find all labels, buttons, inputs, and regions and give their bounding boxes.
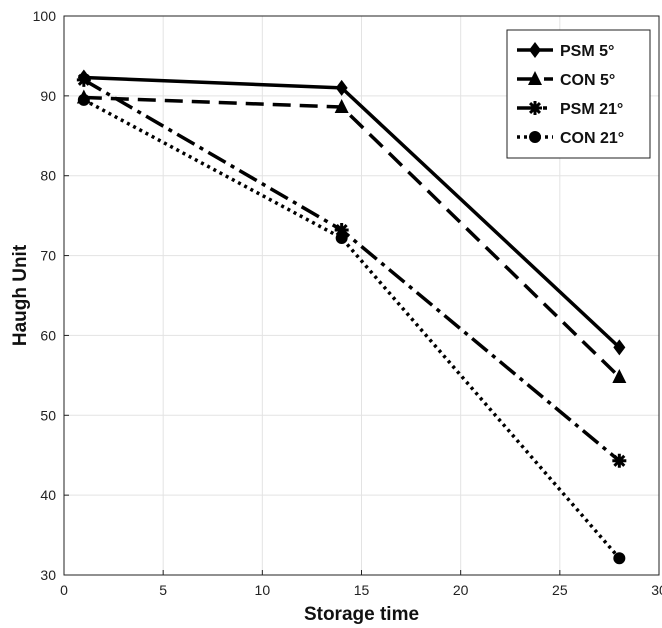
data-point (612, 453, 627, 468)
x-axis-title: Storage time (304, 604, 419, 625)
legend-label: PSM 5° (560, 43, 614, 60)
x-tick-label: 30 (651, 582, 662, 598)
x-tick-label: 20 (453, 582, 469, 598)
data-point (76, 72, 91, 87)
axis-ticks: 0 5 10 15 20 25 30 30 40 50 60 70 80 90 100 (33, 8, 662, 598)
y-tick-label: 80 (40, 168, 56, 184)
y-tick-label: 60 (40, 327, 56, 343)
legend-label: CON 5° (560, 72, 615, 89)
data-point (613, 339, 626, 356)
series-line (83, 98, 621, 560)
legend-marker (529, 131, 541, 143)
y-axis-title: Haugh Unit (10, 244, 31, 346)
data-point (612, 368, 627, 383)
legend-label: PSM 21° (560, 101, 623, 118)
legend-label: CON 21° (560, 130, 624, 147)
series-group (77, 93, 626, 565)
x-tick-label: 15 (354, 582, 370, 598)
y-tick-label: 70 (40, 248, 56, 264)
y-tick-label: 50 (40, 407, 56, 423)
x-tick-label: 5 (159, 582, 167, 598)
legend-marker (528, 101, 542, 115)
y-tick-label: 40 (40, 487, 56, 503)
data-point (613, 552, 626, 565)
data-point (335, 232, 348, 245)
x-tick-label: 25 (552, 582, 568, 598)
legend-marker (529, 42, 541, 58)
y-tick-label: 30 (40, 567, 56, 583)
y-tick-label: 90 (40, 88, 56, 104)
legend: PSM 5° CON 5° PSM 21° CON 21° (506, 29, 651, 159)
data-point (334, 223, 349, 238)
data-point (335, 79, 348, 96)
data-point (334, 99, 349, 114)
legend-marker (528, 71, 542, 85)
x-tick-label: 10 (255, 582, 271, 598)
series-layer (76, 69, 627, 565)
data-point (77, 93, 90, 106)
series-group (76, 72, 627, 468)
y-tick-label: 100 (33, 8, 57, 24)
x-tick-label: 0 (60, 582, 68, 598)
